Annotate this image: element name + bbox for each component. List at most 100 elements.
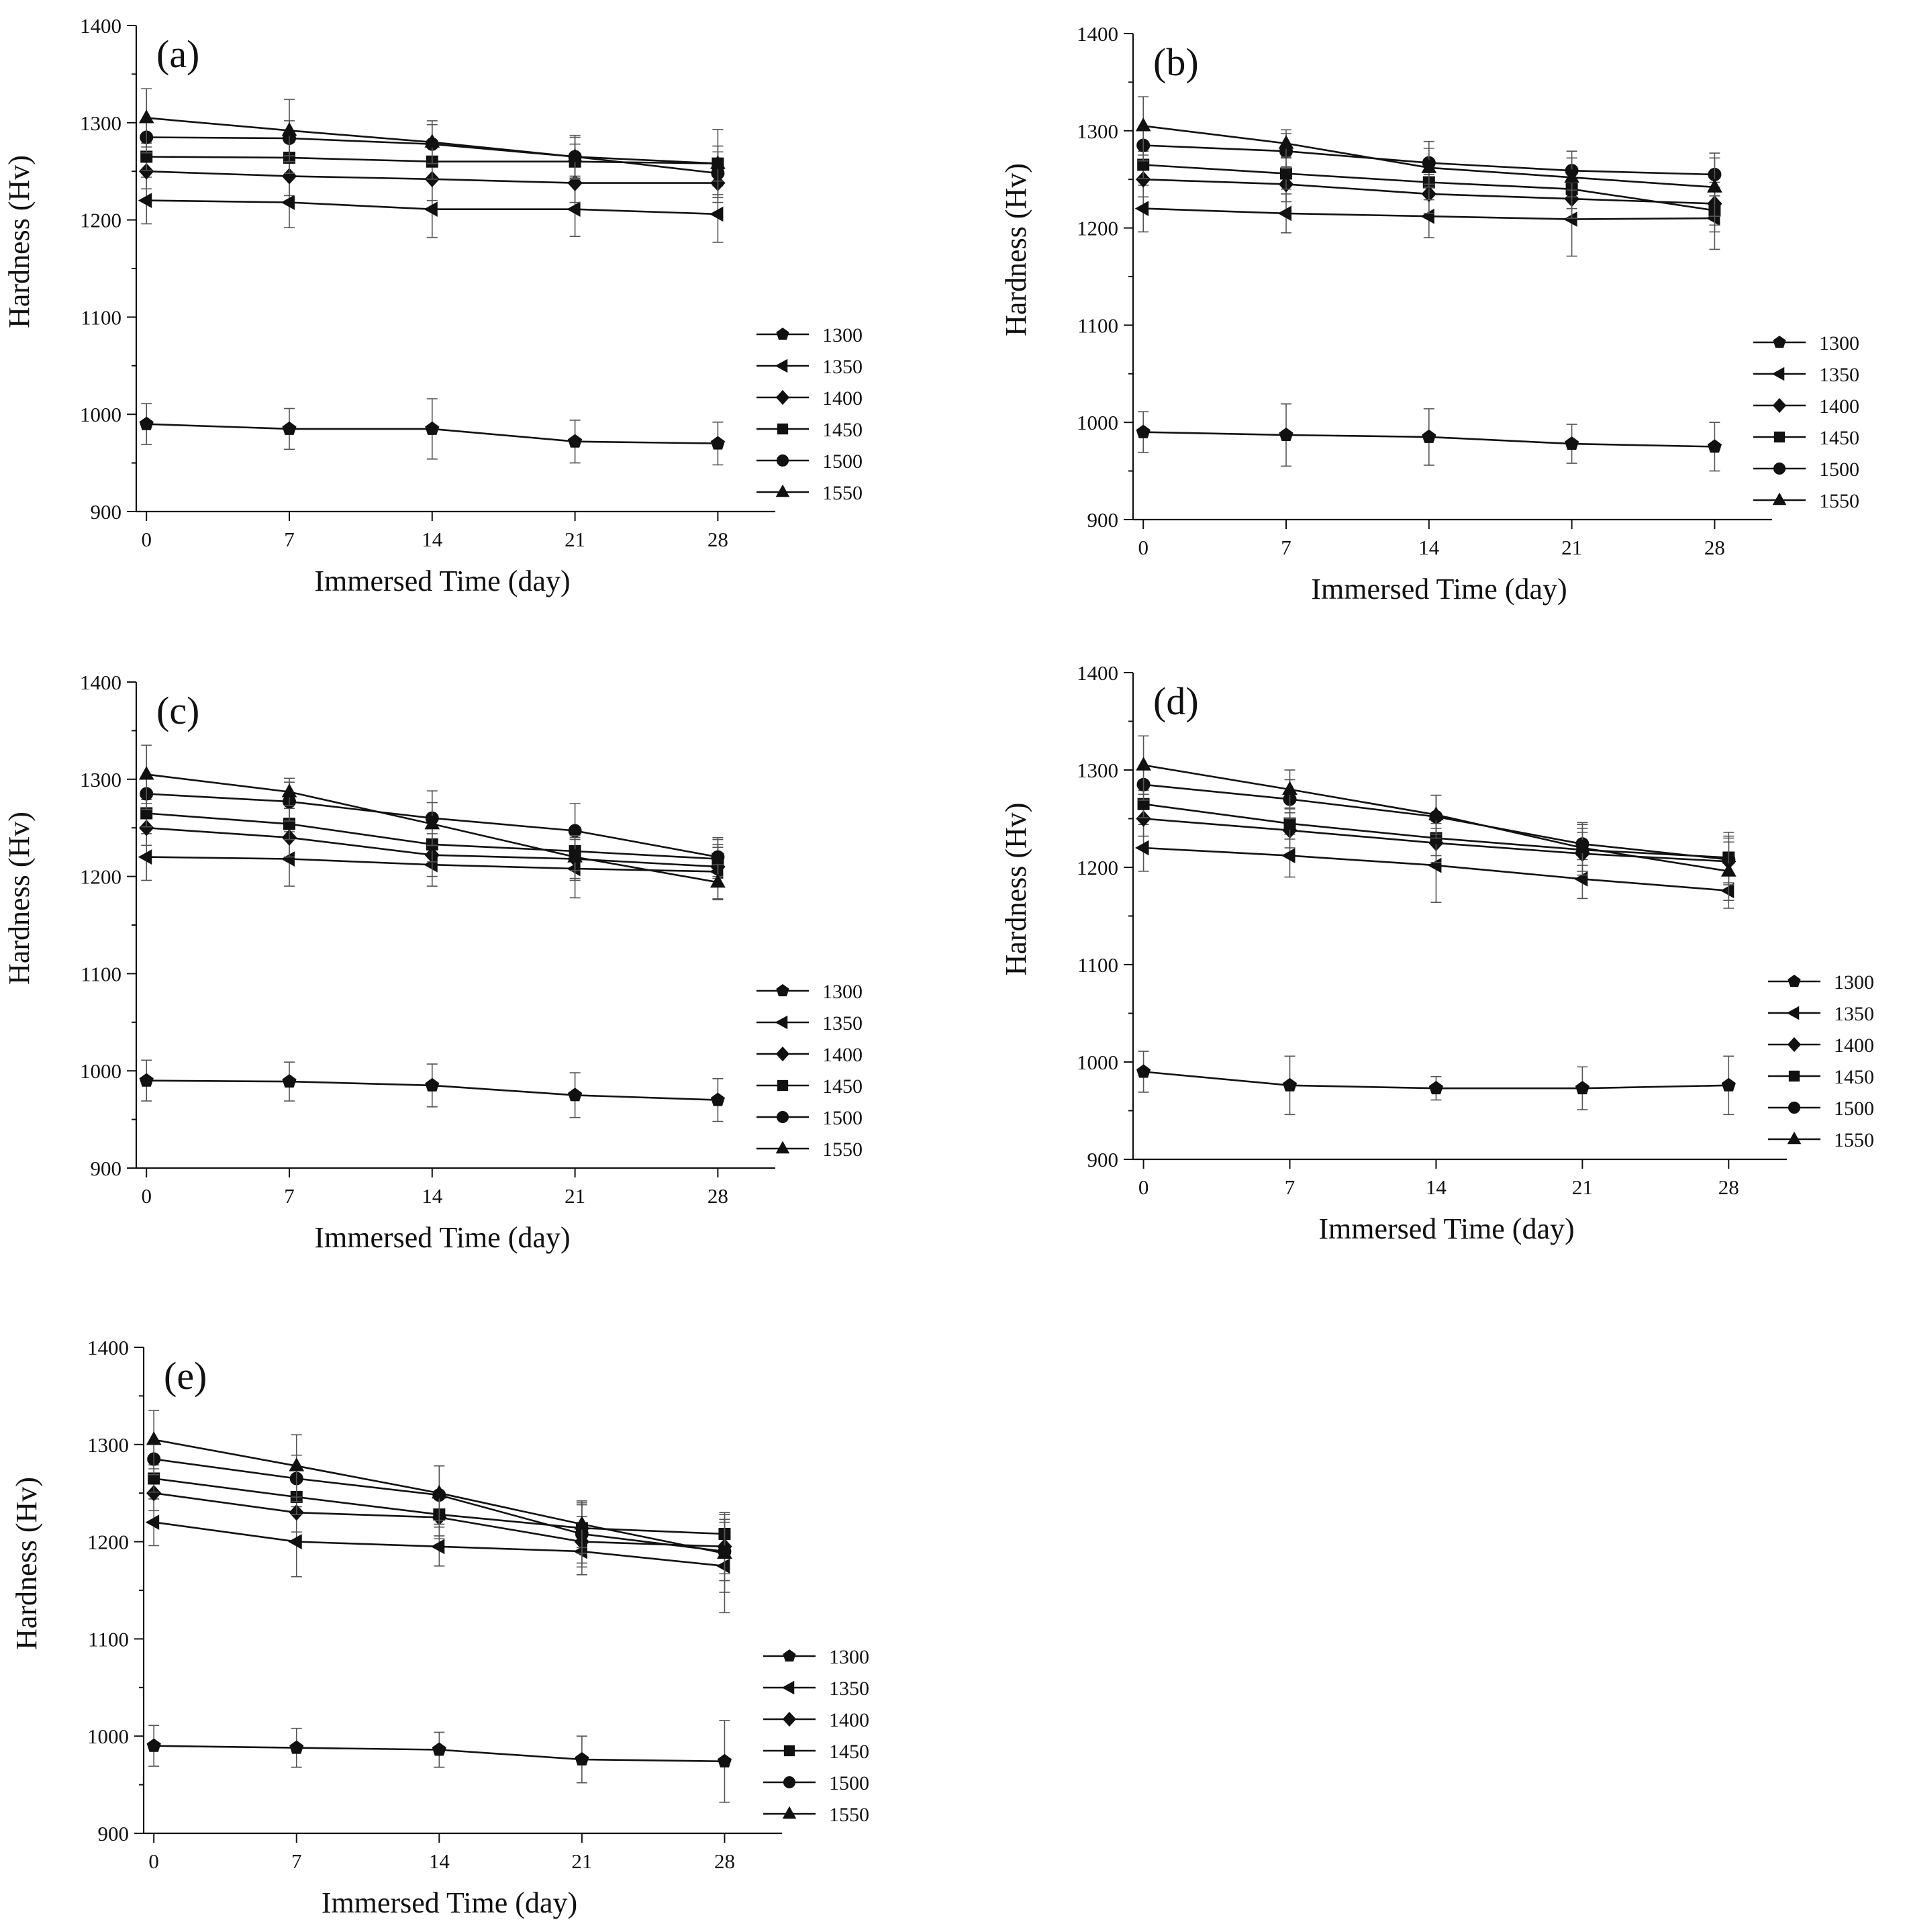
- data-point: [1279, 427, 1293, 441]
- x-axis-title: Immersed Time (day): [314, 1221, 570, 1254]
- x-tick-label: 14: [1418, 536, 1440, 559]
- data-point: [1573, 871, 1588, 887]
- panel-label: (c): [156, 689, 199, 732]
- data-point: [1575, 1081, 1590, 1095]
- legend-marker: [781, 1680, 795, 1695]
- legend: 1300 1350 1400 1450 1500 1550: [763, 1646, 869, 1826]
- legend-label: 1450: [1834, 1066, 1874, 1088]
- data-point: [1136, 424, 1151, 438]
- data-point: [717, 1545, 732, 1559]
- legend-label: 1400: [822, 1044, 863, 1066]
- data-point: [281, 783, 297, 798]
- x-tick-label: 14: [422, 528, 443, 551]
- legend-marker: [775, 358, 788, 373]
- data-point: [282, 1073, 297, 1088]
- x-tick-label: 28: [707, 1184, 728, 1208]
- x-axis-title: Immersed Time (day): [1318, 1212, 1574, 1245]
- x-tick-label: 7: [1281, 536, 1291, 559]
- data-point: [567, 148, 583, 162]
- y-tick-label: 1100: [1077, 953, 1118, 977]
- series-1350: [138, 177, 724, 243]
- x-tick-label: 14: [429, 1849, 450, 1873]
- data-point: [1564, 168, 1579, 183]
- data-point: [568, 1088, 583, 1102]
- data-point: [1428, 1081, 1443, 1095]
- y-tick-label: 1300: [80, 111, 121, 135]
- x-tick-label: 7: [291, 1849, 302, 1873]
- x-tick-label: 0: [141, 528, 152, 551]
- chart-panel-d: 900 1000 1100 1200 1300 1400 0 7 14 21 28 Immersed …: [999, 661, 1874, 1245]
- legend-label: 1350: [829, 1678, 869, 1700]
- data-point: [568, 434, 583, 448]
- data-point: [431, 1484, 447, 1499]
- legend-label: 1300: [1819, 332, 1859, 354]
- data-point: [138, 109, 154, 124]
- data-point: [1136, 810, 1151, 827]
- legend-marker: [776, 983, 789, 997]
- y-tick-label: 1000: [1077, 411, 1118, 434]
- series-1300: [146, 1720, 732, 1803]
- data-point: [710, 1092, 725, 1106]
- series-1300: [1136, 403, 1722, 472]
- data-point: [289, 1740, 304, 1754]
- legend-label: 1550: [822, 482, 863, 504]
- chart-panel-c: 900 1000 1100 1200 1300 1400 0 7 14 21 28 Immersed …: [3, 671, 863, 1254]
- data-point: [1420, 208, 1434, 224]
- panel-label: (b): [1153, 40, 1199, 84]
- data-point: [146, 1484, 162, 1502]
- data-point: [717, 1753, 732, 1768]
- legend-marker: [777, 1079, 789, 1092]
- x-tick-label: 0: [148, 1849, 159, 1873]
- data-point: [1422, 429, 1436, 443]
- chart-panel-e: 900 1000 1100 1200 1300 1400 0 7 14 21 28 Immersed …: [10, 1336, 869, 1919]
- data-point: [567, 201, 581, 218]
- data-point: [425, 1077, 440, 1092]
- data-point: [139, 819, 154, 836]
- y-tick-label: 1000: [87, 1725, 129, 1748]
- y-tick-label: 1400: [87, 1336, 129, 1359]
- data-point: [1707, 179, 1722, 193]
- legend-label: 1500: [829, 1772, 869, 1794]
- y-tick-label: 1300: [87, 1433, 129, 1457]
- data-point: [288, 1534, 302, 1549]
- legend-label: 1300: [829, 1646, 869, 1668]
- data-point: [282, 421, 297, 435]
- data-point: [1134, 201, 1149, 216]
- y-tick-label: 1400: [1077, 661, 1118, 685]
- x-axis-title: Immersed Time (day): [1311, 573, 1567, 606]
- y-tick-label: 1400: [80, 671, 121, 694]
- y-tick-label: 1400: [1077, 22, 1118, 46]
- y-axis-title: Hardness (Hv): [999, 803, 1032, 976]
- data-point: [1563, 211, 1577, 227]
- y-tick-label: 1200: [80, 865, 121, 889]
- legend-label: 1300: [822, 324, 863, 346]
- legend-marker: [775, 389, 790, 405]
- data-point: [1136, 171, 1151, 188]
- y-tick-label: 900: [91, 1157, 122, 1180]
- legend-marker: [1771, 367, 1785, 381]
- data-point: [1427, 857, 1442, 873]
- data-point: [710, 873, 726, 888]
- y-axis-title: Hardness (Hv): [999, 163, 1032, 336]
- data-point: [1136, 1064, 1151, 1078]
- legend-marker: [783, 1776, 796, 1789]
- data-point: [1565, 436, 1579, 450]
- legend: 1300 1350 1400 1450 1500 1550: [756, 324, 863, 504]
- legend-marker: [1773, 335, 1786, 348]
- series-1550: [146, 1410, 732, 1593]
- legend-label: 1550: [1834, 1129, 1874, 1151]
- legend-label: 1400: [822, 387, 863, 409]
- data-point: [1282, 1077, 1298, 1092]
- data-point: [281, 195, 295, 210]
- x-tick-label: 28: [707, 528, 728, 551]
- legend-label: 1300: [1834, 971, 1874, 994]
- y-tick-label: 1400: [80, 14, 121, 38]
- legend-marker: [775, 1141, 790, 1154]
- legend-marker: [1772, 397, 1787, 414]
- chart-panel-b: 900 1000 1100 1200 1300 1400 0 7 14 21 28 Immersed …: [999, 22, 1859, 606]
- legend-label: 1450: [822, 419, 863, 441]
- data-point: [1281, 848, 1296, 863]
- data-point: [711, 850, 725, 864]
- y-tick-label: 1100: [1077, 313, 1118, 337]
- legend-marker: [775, 1046, 790, 1062]
